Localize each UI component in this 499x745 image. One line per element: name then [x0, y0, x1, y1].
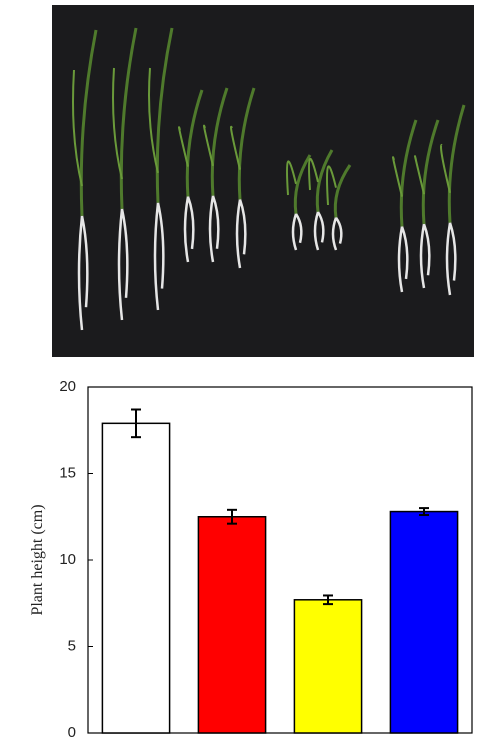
- leaf: [447, 104, 466, 223]
- leaf: [237, 87, 256, 200]
- bar: [101, 422, 171, 734]
- leaf: [421, 119, 440, 225]
- error-bar: [227, 508, 237, 525]
- root: [153, 202, 165, 311]
- leaf: [440, 143, 451, 194]
- root: [208, 195, 220, 263]
- seedling-photo: [52, 5, 474, 357]
- root: [183, 196, 195, 263]
- leaf: [203, 124, 214, 167]
- root: [331, 216, 343, 251]
- leaf: [315, 149, 334, 213]
- y-tick-label: 15: [59, 464, 76, 481]
- root: [445, 222, 457, 296]
- root: [397, 226, 409, 293]
- leaf: [392, 156, 403, 197]
- leaf: [308, 157, 319, 191]
- photo-background: [52, 5, 474, 357]
- leaf: [293, 154, 312, 215]
- seedlings: [72, 27, 466, 331]
- bar: [293, 599, 363, 734]
- leaf: [326, 165, 337, 206]
- y-axis-title: Plant height (cm): [29, 504, 46, 615]
- bar: [197, 516, 267, 734]
- leaf: [178, 126, 189, 167]
- bar: [389, 510, 459, 734]
- root: [291, 213, 303, 251]
- root: [235, 199, 247, 269]
- leaf: [230, 125, 241, 170]
- leaf: [333, 164, 352, 218]
- leaf: [112, 67, 123, 180]
- leaf: [210, 87, 229, 196]
- leaf: [72, 69, 83, 187]
- leaf: [79, 29, 98, 217]
- root: [313, 211, 325, 251]
- root: [77, 215, 89, 331]
- leaf: [155, 27, 174, 203]
- error-bar: [323, 594, 333, 606]
- y-tick-label: 10: [59, 551, 76, 568]
- error-bar: [419, 507, 429, 517]
- leaf: [414, 155, 425, 195]
- y-tick-label: 5: [68, 637, 76, 654]
- leaf: [119, 27, 138, 210]
- leaf: [185, 89, 204, 197]
- y-tick-label: 0: [68, 724, 76, 741]
- leaf: [148, 67, 159, 174]
- leaf: [399, 119, 418, 227]
- leaf: [286, 160, 297, 196]
- root: [419, 223, 431, 289]
- root: [117, 208, 129, 321]
- y-tick-label: 20: [59, 378, 76, 395]
- error-bar: [131, 408, 141, 439]
